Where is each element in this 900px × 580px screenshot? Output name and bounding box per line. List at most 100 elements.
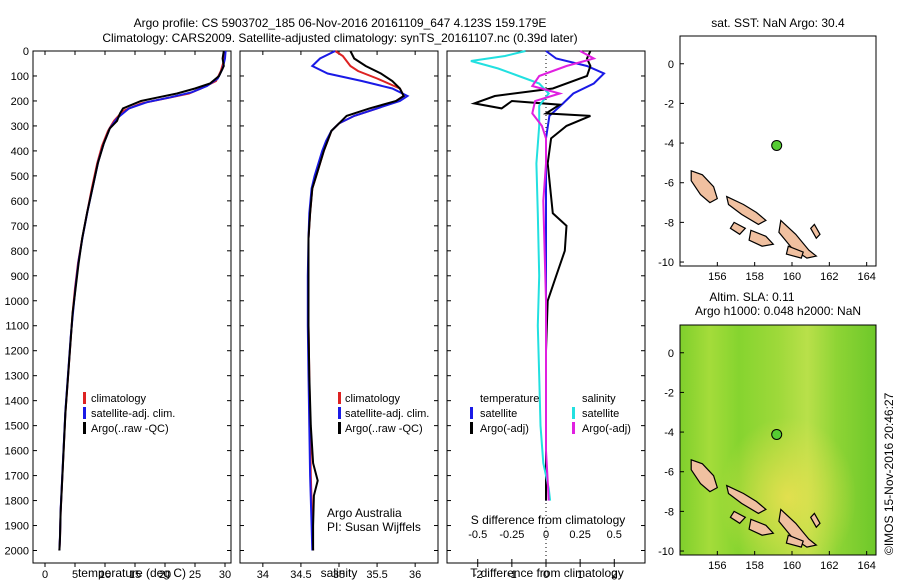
s-tick-label: 0.5 — [607, 529, 622, 541]
x-tick-label: 25 — [189, 569, 201, 580]
salinity-legend: climatology satellite-adj. clim. Argo(..… — [338, 392, 429, 435]
island — [809, 223, 821, 240]
y-tick-label: 1700 — [5, 471, 29, 483]
x-tick-label: -2 — [473, 569, 483, 580]
s-tick-label: 0 — [543, 529, 549, 541]
y-tick-label: 2000 — [5, 546, 29, 558]
x-tick-label: 35 — [333, 569, 345, 580]
sst-map: 156 158 160 162 164 0 -2 -4 -6 -8 -10 — [658, 59, 876, 283]
temperature-legend: climatology satellite-adj. clim. Argo(..… — [83, 392, 175, 435]
x-tick-label: 1 — [577, 569, 583, 580]
salinity-panel — [239, 50, 439, 564]
s-tick-label: 0.25 — [569, 529, 590, 541]
difference-legend: temperature salinity satellite Argo(-adj… — [470, 393, 631, 435]
y-tick-label: 1200 — [5, 346, 29, 358]
x-tick-label: -1 — [507, 569, 517, 580]
legend-label-satellite: satellite-adj. clim. — [91, 408, 175, 420]
y-tick-label: -10 — [658, 257, 674, 269]
island — [809, 512, 821, 529]
series-line-climatology — [307, 50, 405, 551]
x-tick-label: 34 — [257, 569, 269, 580]
legend-label-sal-argo: Argo(-adj) — [582, 423, 631, 435]
x-tick-label: 162 — [820, 271, 838, 283]
island — [778, 508, 818, 548]
title-line-1: Argo profile: CS 5903702_185 06-Nov-2016… — [134, 16, 547, 30]
y-tick-label: 800 — [11, 246, 29, 258]
series-line-satellite-adj--clim- — [306, 50, 410, 551]
y-tick-label: -6 — [664, 178, 674, 190]
legend-swatch-climatology — [83, 392, 86, 404]
series-line-salinity-argo--adj- — [530, 50, 597, 501]
temperature-xlabel: temperature (deg C) — [78, 566, 186, 580]
legend-swatch-argo — [338, 422, 341, 434]
sst-map-frame — [679, 35, 877, 267]
y-tick-label: 600 — [11, 196, 29, 208]
x-tick-label: 20 — [159, 569, 171, 580]
island — [785, 534, 804, 548]
x-tick-label: 160 — [783, 271, 801, 283]
salinity-xlabel: salinity — [321, 566, 358, 580]
y-tick-label: 1300 — [5, 371, 29, 383]
x-tick-label: 156 — [708, 560, 726, 572]
x-tick-label: 5 — [72, 569, 78, 580]
legend-swatch-sal-argo — [572, 422, 575, 434]
float-position-marker — [771, 139, 783, 151]
x-tick-label: 164 — [857, 560, 875, 572]
y-tick-label: 200 — [11, 96, 29, 108]
x-tick-label: 158 — [745, 271, 763, 283]
y-tick-label: 0 — [668, 59, 674, 71]
series-line-argo---raw--qc- — [58, 50, 225, 551]
legend-swatch-temp-argo — [470, 422, 473, 434]
difference-top-label: S difference from climatology — [471, 513, 626, 527]
y-tick-label: 1900 — [5, 521, 29, 533]
x-tick-label: 36 — [409, 569, 421, 580]
sla-map-title-2: Argo h1000: 0.048 h2000: NaN — [695, 304, 861, 318]
y-tick-label: -4 — [664, 138, 674, 150]
temperature-panel — [32, 50, 232, 564]
float-position-marker — [771, 428, 783, 440]
island — [725, 195, 767, 226]
watermark: ©IMOS 15-Nov-2016 20:46:27 — [882, 392, 896, 555]
island — [748, 518, 775, 536]
sla-map-yellow-patch — [680, 325, 876, 555]
legend-label-satellite: satellite-adj. clim. — [345, 408, 429, 420]
x-tick-label: 0 — [543, 569, 549, 580]
x-tick-label: 15 — [129, 569, 141, 580]
y-tick-label: -10 — [658, 546, 674, 558]
y-tick-label: 300 — [11, 121, 29, 133]
y-tick-label: -2 — [664, 387, 674, 399]
series-line-satellite-adj--clim- — [58, 50, 227, 551]
y-tick-label: 1800 — [5, 496, 29, 508]
y-tick-label: 700 — [11, 221, 29, 233]
island — [729, 221, 747, 236]
x-tick-label: 34.5 — [290, 569, 311, 580]
y-tick-label: 100 — [11, 71, 29, 83]
credit-line-1: Argo Australia — [327, 506, 402, 520]
difference-xlabel: T difference from climatology — [470, 566, 624, 580]
legend-label-temp-satellite: satellite — [480, 408, 517, 420]
series-line-salinity-satellite — [470, 50, 552, 501]
legend-header-salinity: salinity — [582, 393, 616, 405]
y-tick-label: 900 — [11, 271, 29, 283]
x-tick-label: 2 — [611, 569, 617, 580]
salinity-plot: 34 34.5 35 35.5 36 — [240, 50, 438, 580]
x-tick-label: 162 — [820, 560, 838, 572]
y-tick-label: 1600 — [5, 446, 29, 458]
legend-header-temperature: temperature — [480, 393, 539, 405]
series-line-climatology — [58, 50, 226, 551]
x-tick-label: 0 — [42, 569, 48, 580]
legend-swatch-argo — [83, 422, 86, 434]
title-line-2: Climatology: CARS2009. Satellite-adjuste… — [102, 31, 577, 45]
legend-label-climatology: climatology — [345, 393, 401, 405]
y-tick-label: -8 — [664, 506, 674, 518]
x-tick-label: 35.5 — [366, 569, 387, 580]
island — [748, 229, 775, 247]
island — [778, 219, 818, 259]
legend-label-climatology: climatology — [91, 393, 147, 405]
x-tick-label: 160 — [783, 560, 801, 572]
credit-line-2: PI: Susan Wijffels — [327, 520, 421, 534]
sla-map-title-1: Altim. SLA: 0.11 — [709, 290, 794, 304]
y-tick-label: 500 — [11, 171, 29, 183]
x-tick-label: 164 — [857, 271, 875, 283]
